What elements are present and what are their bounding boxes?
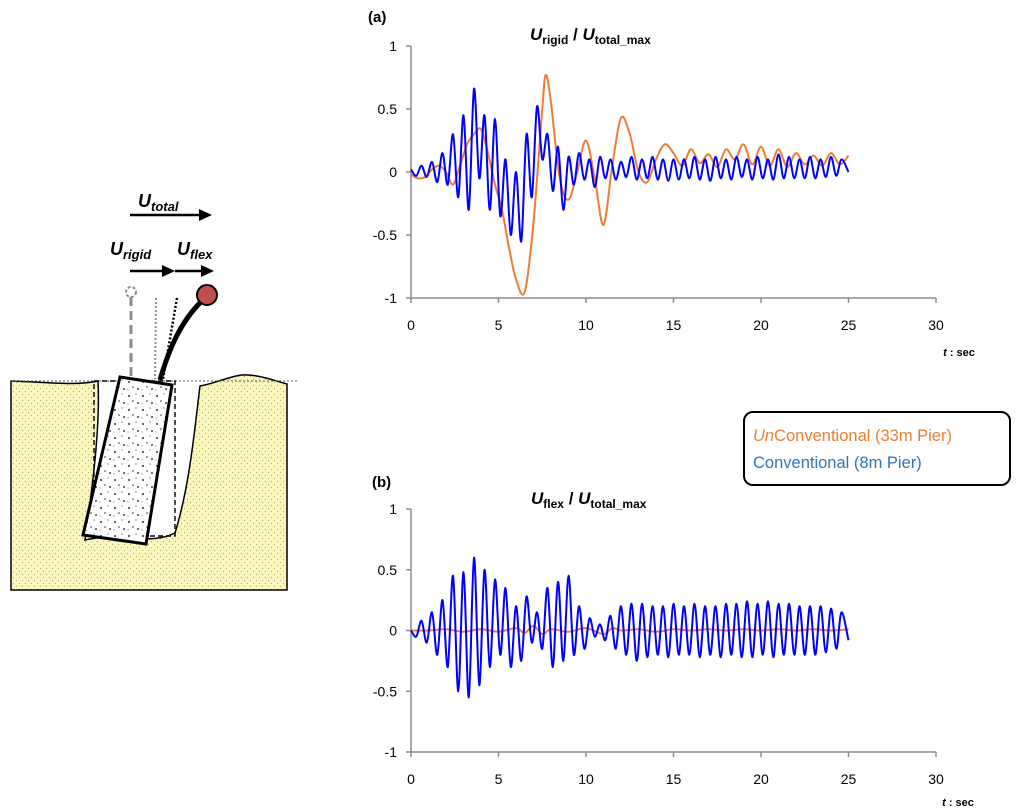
legend: UnConventional (33m Pier) Conventional (… <box>743 411 1011 486</box>
chart-a-xtick-label: 15 <box>666 317 682 333</box>
rigid-rotated-line <box>154 297 157 380</box>
chart-b-ytick-label: -1 <box>385 744 398 760</box>
u-flex-label: Uflex <box>177 239 213 262</box>
chart-rigid-displacement: 1 0.5 0 -0.5 -1 0 5 10 15 20 25 30 (a) Urigid / Utota… <box>368 9 975 359</box>
chart-a-xlabel: t : sec <box>943 347 975 359</box>
chart-b-ytick-label: 1 <box>389 501 397 517</box>
original-mass-icon <box>125 286 137 298</box>
chart-a-ytick-label: -0.5 <box>373 227 397 243</box>
pier-schematic: Utotal Urigid Uflex <box>10 191 298 591</box>
chart-b-panel-label: (b) <box>372 474 391 491</box>
deck-mass-icon[interactable] <box>196 284 218 306</box>
chart-b-xtick-label: 10 <box>578 771 594 787</box>
legend-unconventional-italic: Un <box>753 427 775 445</box>
u-rigid-label: Urigid <box>110 239 152 262</box>
legend-item-conventional: Conventional (8m Pier) <box>753 450 1009 477</box>
chart-a-panel-label: (a) <box>368 9 386 26</box>
chart-a-series-conventional <box>410 87 850 243</box>
chart-b-ytick-label: -0.5 <box>373 683 397 699</box>
chart-b-ytick-label: 0.5 <box>378 562 398 578</box>
chart-b-xtick-label: 25 <box>841 771 857 787</box>
caisson-body <box>81 375 174 546</box>
u-total-label: Utotal <box>138 191 179 214</box>
flexible-pier <box>157 296 207 381</box>
legend-item-unconventional: UnConventional (33m Pier) <box>753 423 1009 450</box>
u-rigid-arrowhead <box>162 265 175 277</box>
chart-a-ytick-label: 0 <box>389 164 397 180</box>
chart-a-xtick-label: 5 <box>495 317 503 333</box>
legend-conventional-text: Conventional (8m Pier) <box>753 454 922 472</box>
chart-a-ytick-label: -1 <box>385 290 398 306</box>
chart-b-title: Uflex / Utotal_max <box>531 489 647 511</box>
chart-b-xtick-label: 30 <box>928 771 944 787</box>
chart-a-xtick-label: 25 <box>841 317 857 333</box>
chart-b-xlabel: t : sec <box>942 797 974 809</box>
chart-a-ytick-label: 0.5 <box>378 101 398 117</box>
legend-unconventional-text: Conventional (33m Pier) <box>774 427 953 445</box>
chart-b-xtick-label: 15 <box>666 771 682 787</box>
chart-a-title: Urigid / Utotal_max <box>530 25 651 47</box>
chart-b-ytick-label: 0 <box>389 623 397 639</box>
chart-b-xtick-label: 0 <box>407 771 415 787</box>
chart-a-xtick-label: 0 <box>407 317 415 333</box>
chart-a-xtick-label: 10 <box>578 317 594 333</box>
chart-b-xtick-label: 5 <box>495 771 503 787</box>
u-flex-arrowhead <box>201 265 214 277</box>
chart-a-ytick-label: 1 <box>389 38 397 54</box>
chart-flex-displacement: 1 0.5 0 -0.5 -1 0 5 10 15 20 25 30 (b) Uflex / Utotal… <box>372 474 974 809</box>
chart-a-xtick-label: 20 <box>753 317 769 333</box>
chart-a-xtick-label: 30 <box>928 317 944 333</box>
u-total-arrowhead <box>199 209 212 221</box>
chart-b-series-conventional <box>410 556 850 699</box>
chart-b-xtick-label: 20 <box>753 771 769 787</box>
